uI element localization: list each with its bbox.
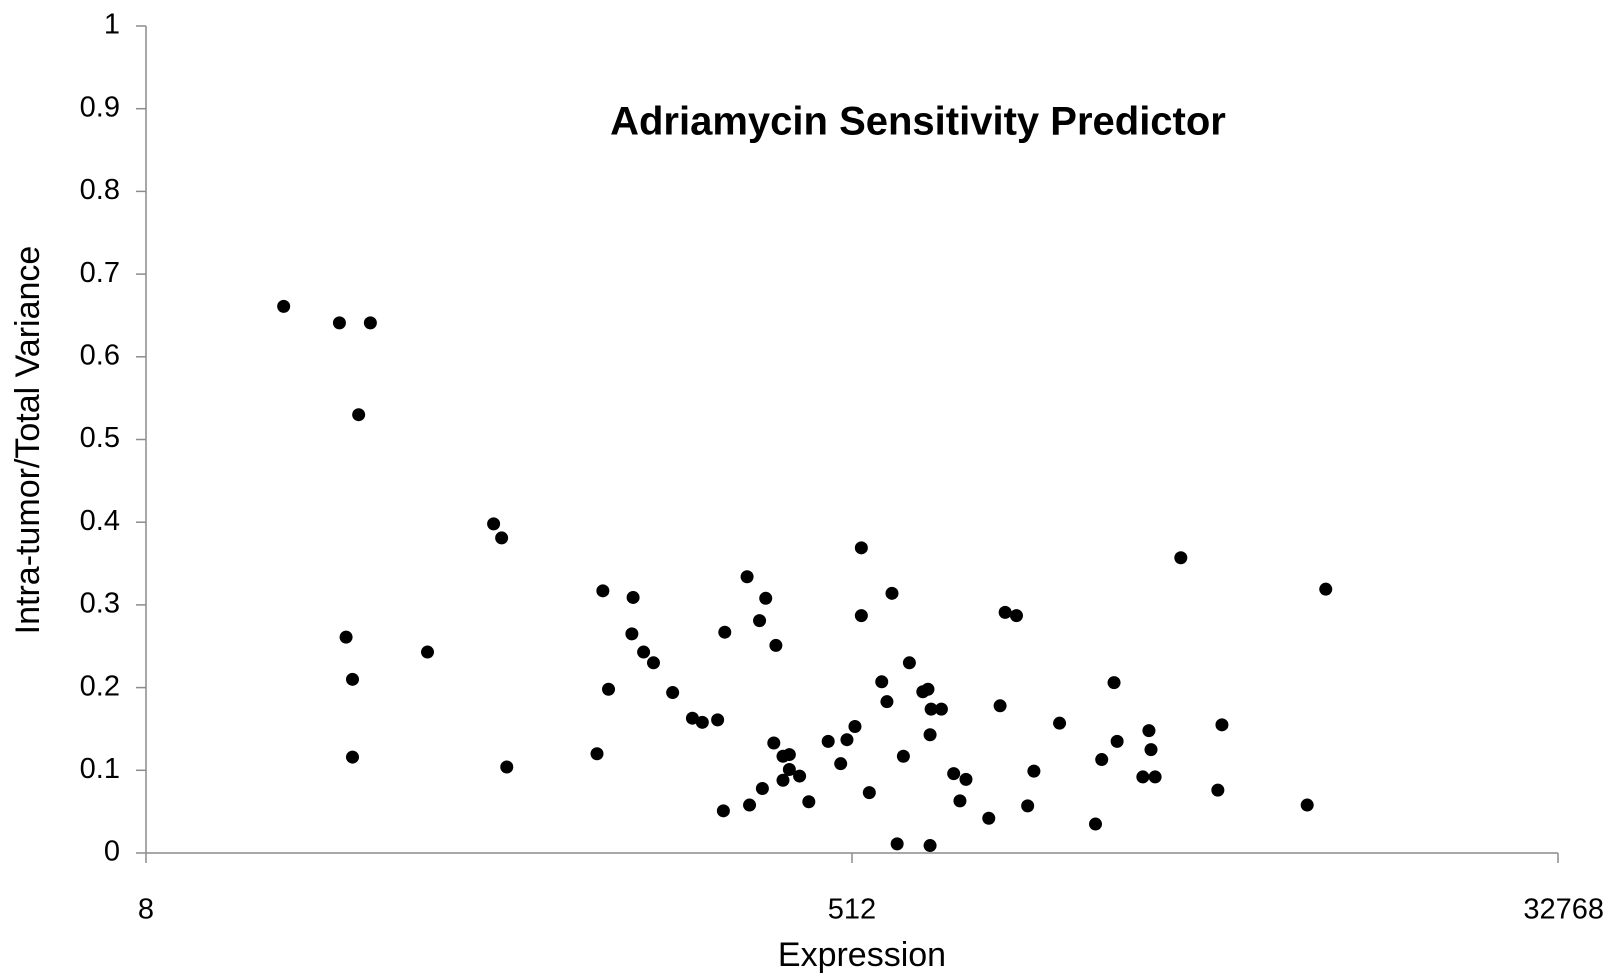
x-axis-label: Expression [778,936,946,974]
point [495,531,509,545]
point [862,786,876,800]
point [1107,676,1121,690]
point [769,638,783,652]
point [646,656,660,670]
point [854,609,868,623]
x-tick-label: 512 [828,894,876,926]
y-tick-label: 1 [104,9,120,41]
point [854,541,868,555]
y-axis-label: Intra-tumor/Total Variance [9,246,47,635]
point [345,672,359,686]
x-tick-label: 32768 [1523,894,1604,926]
point [834,757,848,771]
point [782,748,796,762]
point [685,711,699,725]
point [755,781,769,795]
point [753,614,767,628]
point [695,715,709,729]
point [848,719,862,733]
point [500,760,514,774]
y-tick-label: 0.6 [80,339,120,371]
point [740,570,754,584]
point [332,316,346,330]
point [902,656,916,670]
point [718,625,732,639]
point [759,591,773,605]
point [885,586,899,600]
chart-title: Adriamycin Sensitivity Predictor [610,100,1226,144]
point [924,702,938,716]
point [352,408,366,422]
point [339,630,353,644]
point [953,794,967,808]
point [363,316,377,330]
point [1021,799,1035,813]
y-tick-label: 0.4 [80,505,120,537]
point [880,695,894,709]
point [345,750,359,764]
point [1095,753,1109,767]
point [625,627,639,641]
point [1110,734,1124,748]
point [875,675,889,689]
y-tick-label: 0.1 [80,753,120,785]
point [782,762,796,776]
point [921,682,935,696]
point [982,811,996,825]
y-tick-label: 0.8 [80,174,120,206]
point [793,769,807,783]
point [1027,764,1041,778]
point [1089,817,1103,831]
point [277,299,291,313]
y-tick-label: 0.3 [80,588,120,620]
point [1319,582,1333,596]
point [1144,743,1158,757]
point [716,804,730,818]
x-tick-label: 8 [138,894,154,926]
point [947,767,961,781]
point [637,645,651,659]
point [1136,770,1150,784]
point [1053,716,1067,730]
y-tick-label: 0.9 [80,91,120,123]
point [890,837,904,851]
point [420,645,434,659]
point [1211,783,1225,797]
point [1174,551,1188,565]
point [666,686,680,700]
point [487,517,501,531]
point [934,702,948,716]
point [896,749,910,763]
point [602,682,616,696]
point [923,839,937,853]
point [776,773,790,787]
point [1148,770,1162,784]
point [923,728,937,742]
point [596,584,610,598]
y-tick-label: 0 [104,836,120,868]
point [998,605,1012,619]
point [959,772,973,786]
point [1009,609,1023,623]
point [1142,724,1156,738]
point [802,795,816,809]
point [840,733,854,747]
point [626,590,640,604]
point [1300,798,1314,812]
point [1215,718,1229,732]
point [821,734,835,748]
y-tick-label: 0.2 [80,670,120,702]
point [590,747,604,761]
point [711,713,725,727]
y-tick-label: 0.7 [80,257,120,289]
y-tick-label: 0.5 [80,422,120,454]
point [767,736,781,750]
point [993,699,1007,713]
point [743,798,757,812]
